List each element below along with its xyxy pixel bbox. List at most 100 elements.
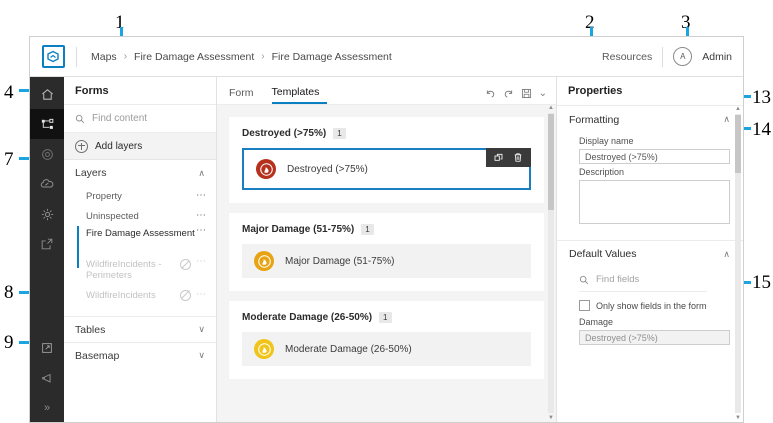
save-options-button[interactable]: ⌄ (538, 87, 547, 99)
rail-item-settings[interactable] (30, 199, 64, 229)
rail-item-open-external[interactable] (30, 333, 64, 363)
more-options-icon[interactable]: ⋯ (196, 190, 207, 201)
find-fields-search[interactable]: Find fields (579, 274, 707, 292)
template-group-header: Major Damage (51-75%) 1 (242, 224, 531, 235)
breadcrumb-separator-icon: › (123, 51, 128, 62)
templates-list[interactable]: Destroyed (>75%) 1 Destroyed (>75%) (217, 105, 556, 422)
expand-chevrons-icon: » (43, 402, 51, 414)
resources-link[interactable]: Resources (602, 50, 653, 63)
display-name-input[interactable]: Destroyed (>75%) (579, 149, 730, 164)
default-values-label: Default Values (569, 248, 637, 260)
basemap-section-label: Basemap (75, 349, 120, 362)
fire-damage-orange-icon (254, 251, 274, 271)
damage-input[interactable]: Destroyed (>75%) (579, 330, 730, 345)
properties-scroll-down-arrow[interactable]: ▼ (735, 415, 741, 421)
template-item-destroyed[interactable]: Destroyed (>75%) (242, 148, 531, 190)
chevron-up-icon: ∧ (723, 248, 730, 259)
breadcrumb-item-layer[interactable]: Fire Damage Assessment (271, 50, 392, 63)
layer-item-fire-damage-assessment[interactable]: Fire Damage Assessment ⋯ (64, 225, 216, 268)
callout-number-1: 1 (115, 12, 125, 33)
template-item-label: Moderate Damage (26-50%) (285, 343, 412, 355)
rail-item-share[interactable] (30, 229, 64, 259)
callout-number-2: 2 (585, 12, 595, 33)
templates-scrollbar-track[interactable] (548, 113, 554, 413)
properties-scrollbar-thumb[interactable] (735, 115, 741, 173)
description-textarea[interactable] (579, 180, 730, 224)
circle-plus-icon (75, 139, 88, 153)
more-options-icon[interactable]: ⋯ (196, 289, 207, 300)
undo-button[interactable] (485, 88, 496, 99)
tab-templates[interactable]: Templates (271, 86, 328, 104)
chevron-down-icon: ∨ (198, 324, 205, 334)
templates-scroll-up-arrow[interactable]: ▲ (548, 105, 554, 111)
breadcrumb-item-maps[interactable]: Maps (91, 50, 117, 63)
tables-section-header[interactable]: Tables ∨ (64, 316, 216, 342)
template-item-moderate[interactable]: Moderate Damage (26-50%) (242, 332, 531, 366)
more-options-icon[interactable]: ⋯ (196, 225, 207, 236)
callout-number-14: 14 (752, 119, 771, 140)
rail-item-feedback[interactable] (30, 363, 64, 393)
more-options-icon[interactable]: ⋯ (196, 210, 207, 221)
only-show-fields-checkbox[interactable]: Only show fields in the form (579, 300, 743, 311)
save-button[interactable] (521, 88, 532, 99)
app-window: Maps › Fire Damage Assessment › Fire Dam… (29, 36, 744, 423)
template-item-major[interactable]: Major Damage (51-75%) (242, 244, 531, 278)
redo-button[interactable] (503, 88, 514, 99)
callout-number-8: 8 (4, 282, 14, 303)
formatting-label: Formatting (569, 113, 620, 126)
layers-section-header[interactable]: Layers ∧ (64, 160, 216, 186)
delete-button[interactable] (513, 152, 523, 163)
default-values-group-header[interactable]: Default Values ∧ (557, 240, 743, 267)
breadcrumb: Maps › Fire Damage Assessment › Fire Dam… (91, 51, 392, 63)
rail-item-layers[interactable] (30, 109, 64, 139)
breadcrumb-item-map[interactable]: Fire Damage Assessment (134, 50, 255, 63)
home-icon (41, 88, 53, 100)
rail-item-home[interactable] (30, 79, 64, 109)
share-export-icon (41, 238, 53, 250)
duplicate-button[interactable] (494, 153, 504, 163)
properties-body[interactable]: Formatting ∧ Display name Destroyed (>75… (557, 105, 743, 422)
forms-panel: Forms Find content Add layers Layers ∧ P… (64, 77, 217, 422)
properties-scroll-up-arrow[interactable]: ▲ (735, 106, 741, 112)
find-fields-placeholder: Find fields (596, 274, 640, 285)
chevron-up-icon: ∧ (723, 114, 730, 124)
header-divider (76, 46, 77, 67)
search-icon (579, 275, 589, 284)
templates-scroll-down-arrow[interactable]: ▼ (548, 415, 554, 421)
duplicate-icon (494, 153, 503, 161)
templates-tabs: Form Templates (217, 77, 556, 105)
user-menu-label[interactable]: Admin (702, 50, 732, 63)
template-item-label: Destroyed (>75%) (287, 163, 368, 175)
app-logo[interactable] (30, 45, 76, 68)
callout-number-4: 4 (4, 82, 14, 103)
templates-scrollbar-thumb[interactable] (548, 114, 554, 210)
tables-section-label: Tables (75, 323, 106, 336)
rail-item-cloud-offline[interactable] (30, 169, 64, 199)
rail-item-target[interactable] (30, 139, 64, 169)
formatting-group-header[interactable]: Formatting ∧ (557, 106, 743, 133)
callout-number-3: 3 (681, 12, 691, 33)
template-count-badge: 1 (361, 224, 374, 235)
templates-panel: Form Templates (217, 77, 557, 422)
cloud-slash-icon (40, 179, 54, 188)
formatting-group: Formatting ∧ Display name Destroyed (>75… (557, 106, 743, 224)
damage-field-wrap: Damage Destroyed (>75%) (557, 317, 743, 345)
basemap-section-header[interactable]: Basemap ∨ (64, 342, 216, 368)
template-group-destroyed: Destroyed (>75%) 1 Destroyed (>75%) (229, 117, 544, 203)
display-name-label: Display name (579, 136, 634, 146)
properties-scrollbar-track[interactable] (735, 114, 741, 413)
layer-item-property[interactable]: Property ⋯ (64, 186, 216, 206)
app-body: » Forms Find content Add layers Layers ∧ (30, 77, 743, 422)
avatar[interactable]: A (673, 47, 693, 66)
more-options-icon[interactable]: ⋯ (196, 256, 207, 267)
forms-search[interactable]: Find content (64, 105, 216, 133)
tab-form[interactable]: Form (229, 87, 254, 99)
layer-item-wildfireincidents-perimeters[interactable]: WildfireIncidents - Perimeters ⋯ (64, 257, 216, 285)
fire-damage-red-icon (256, 159, 276, 179)
properties-panel-title: Properties (568, 85, 623, 97)
layer-item-uninspected[interactable]: Uninspected ⋯ (64, 206, 216, 226)
map-logo-glyph-icon (46, 50, 59, 63)
add-layers-button[interactable]: Add layers (64, 133, 216, 160)
rail-item-expand[interactable]: » (30, 393, 64, 422)
layer-item-wildfireincidents[interactable]: WildfireIncidents ⋯ (64, 285, 216, 305)
